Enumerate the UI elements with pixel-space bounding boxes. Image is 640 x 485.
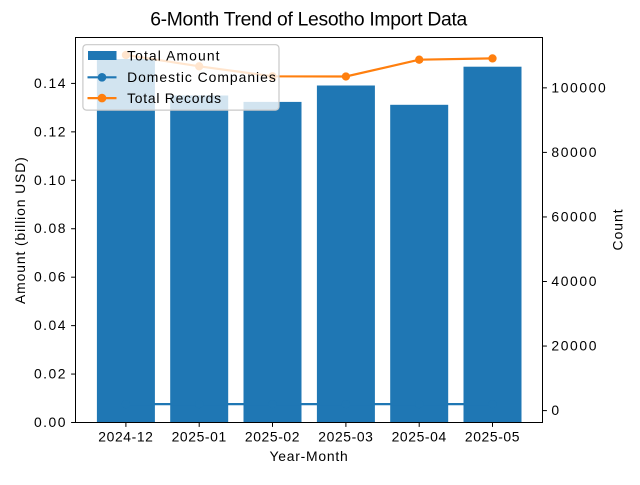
svg-text:2025-05: 2025-05 [465,429,520,445]
svg-text:0.10: 0.10 [34,172,67,188]
svg-text:6-Month Trend of Lesotho Impor: 6-Month Trend of Lesotho Import Data [150,10,467,31]
svg-text:0.00: 0.00 [34,414,67,430]
svg-text:0.08: 0.08 [34,220,67,236]
svg-text:0.02: 0.02 [34,366,67,382]
svg-text:100000: 100000 [551,79,607,95]
svg-text:Total Amount: Total Amount [127,48,221,64]
svg-text:60000: 60000 [551,208,598,224]
svg-text:Total Records: Total Records [127,90,222,106]
svg-text:0.04: 0.04 [34,317,67,333]
svg-text:2024-12: 2024-12 [98,429,153,445]
svg-text:0.14: 0.14 [34,75,67,91]
svg-text:20000: 20000 [551,338,598,354]
svg-text:2025-01: 2025-01 [172,429,227,445]
svg-text:0: 0 [551,402,560,418]
svg-text:Count: Count [609,208,625,250]
svg-text:80000: 80000 [551,144,598,160]
svg-text:Amount (billion USD): Amount (billion USD) [12,156,28,304]
svg-text:0.06: 0.06 [34,269,67,285]
svg-text:2025-03: 2025-03 [318,429,373,445]
svg-text:Domestic Companies: Domestic Companies [127,69,277,85]
svg-text:2025-04: 2025-04 [392,429,447,445]
svg-text:40000: 40000 [551,273,598,289]
svg-text:Year-Month: Year-Month [269,448,348,464]
svg-text:2025-02: 2025-02 [245,429,300,445]
svg-text:0.12: 0.12 [34,123,67,139]
